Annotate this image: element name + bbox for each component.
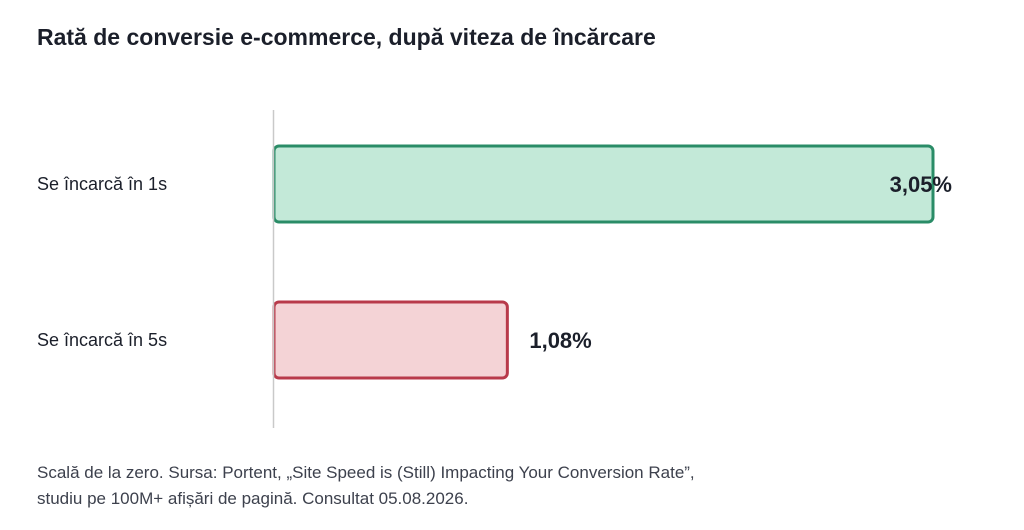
- chart-footnote: Scală de la zero. Sursa: Portent, „Site …: [37, 460, 977, 512]
- bar: [272, 144, 935, 224]
- footnote-line-1: Scală de la zero. Sursa: Portent, „Site …: [37, 463, 695, 482]
- chart-title: Rată de conversie e-commerce, după vitez…: [37, 24, 656, 50]
- category-label: Se încarcă în 1s: [37, 174, 167, 194]
- data-label: 3,05%: [890, 172, 952, 197]
- bar: [272, 300, 509, 380]
- category-label: Se încarcă în 5s: [37, 330, 167, 350]
- data-label: 1,08%: [529, 328, 591, 353]
- footnote-line-2: studiu pe 100M+ afișări de pagină. Consu…: [37, 489, 469, 508]
